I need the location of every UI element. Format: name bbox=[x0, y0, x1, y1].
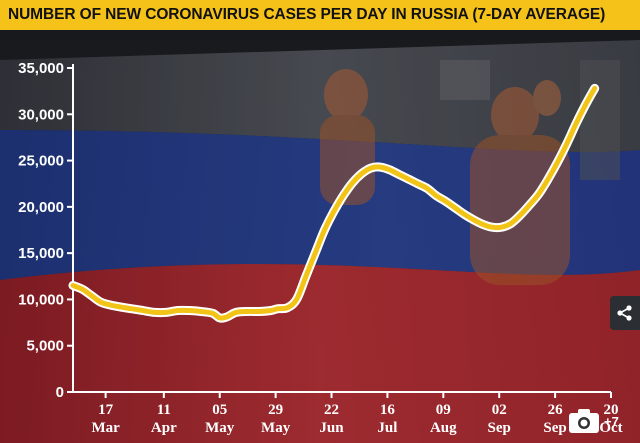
series-layer bbox=[68, 83, 600, 323]
data-point bbox=[81, 288, 83, 290]
y-tick-label: 0 bbox=[56, 384, 64, 401]
data-point bbox=[482, 223, 484, 225]
x-tick-month-label: Sep bbox=[488, 420, 511, 436]
y-tick-label: 20,000 bbox=[18, 199, 64, 216]
data-point bbox=[510, 222, 512, 225]
data-point bbox=[305, 275, 307, 277]
data-point bbox=[109, 304, 111, 306]
x-tick-day-label: 05 bbox=[212, 402, 227, 418]
data-point bbox=[519, 214, 521, 216]
x-tick-month-label: Apr bbox=[151, 420, 177, 436]
data-point bbox=[177, 309, 179, 312]
x-tick-month-label: Sep bbox=[543, 420, 566, 436]
data-point bbox=[91, 295, 93, 297]
data-point bbox=[566, 143, 568, 145]
data-point bbox=[153, 311, 156, 313]
data-point bbox=[445, 200, 447, 202]
data-point bbox=[165, 311, 167, 313]
data-point bbox=[219, 317, 221, 319]
data-point bbox=[500, 226, 503, 228]
data-point bbox=[188, 309, 191, 312]
data-point bbox=[247, 310, 249, 313]
x-axis: 17 Mar 11 Apr 05 May 29 May 22 Jun 16 Jul 09 Aug 02 Sep… bbox=[73, 391, 623, 436]
y-tick-label: 25,000 bbox=[18, 153, 64, 170]
data-point bbox=[351, 182, 354, 184]
chart-title: NUMBER OF NEW CORONAVIRUS CASES PER DAY … bbox=[0, 0, 640, 30]
x-tick-month-label: May bbox=[261, 420, 291, 436]
data-point bbox=[407, 178, 409, 180]
x-tick-day-label: 16 bbox=[380, 402, 396, 418]
x-tick-month-label: May bbox=[205, 420, 235, 436]
data-point bbox=[379, 166, 381, 168]
x-tick-month-label: Aug bbox=[430, 420, 457, 436]
data-point bbox=[426, 187, 428, 189]
share-button[interactable] bbox=[610, 296, 640, 330]
data-point bbox=[258, 310, 260, 313]
data-point bbox=[333, 210, 335, 213]
data-point bbox=[200, 310, 202, 313]
data-point bbox=[389, 169, 391, 171]
y-tick-label: 15,000 bbox=[18, 245, 64, 262]
x-tick-month-label: Jul bbox=[377, 420, 397, 436]
y-tick-label: 5,000 bbox=[26, 338, 64, 355]
data-point bbox=[435, 195, 437, 197]
data-point bbox=[370, 167, 372, 169]
data-point bbox=[142, 309, 144, 312]
photo-count: +7 bbox=[604, 413, 619, 429]
x-tick-day-label: 17 bbox=[98, 402, 114, 418]
data-point bbox=[575, 122, 577, 125]
data-point bbox=[296, 298, 298, 300]
data-point bbox=[235, 311, 237, 313]
data-point bbox=[119, 306, 121, 308]
camera-icon bbox=[569, 409, 599, 433]
data-point bbox=[314, 252, 316, 254]
data-point bbox=[528, 204, 531, 206]
data-point bbox=[323, 229, 326, 231]
x-tick-day-label: 09 bbox=[436, 402, 451, 418]
x-tick-month-label: Mar bbox=[91, 420, 120, 436]
data-point bbox=[100, 301, 102, 303]
x-tick-month-label: Jun bbox=[319, 420, 344, 436]
data-point bbox=[538, 193, 540, 195]
data-point bbox=[463, 213, 465, 215]
data-point bbox=[454, 207, 456, 209]
data-point bbox=[556, 161, 559, 163]
y-axis: 35,000 30,000 25,000 20,000 15,000 10,000 5,00… bbox=[18, 60, 74, 401]
data-point bbox=[130, 308, 132, 310]
data-point bbox=[473, 219, 475, 221]
x-tick-month-label: Oct bbox=[599, 420, 622, 436]
data-point bbox=[398, 173, 400, 176]
data-point bbox=[547, 178, 549, 180]
x-tick-day-label: 02 bbox=[492, 402, 507, 418]
data-point bbox=[226, 316, 228, 318]
data-point bbox=[361, 172, 363, 175]
data-point bbox=[270, 309, 272, 312]
data-point bbox=[342, 195, 344, 197]
y-tick-label: 35,000 bbox=[18, 60, 64, 77]
series-line-outline bbox=[68, 83, 600, 323]
data-point bbox=[72, 284, 74, 287]
y-tick-label: 30,000 bbox=[18, 106, 64, 123]
data-point bbox=[594, 87, 596, 89]
y-tick-label: 10,000 bbox=[18, 291, 64, 308]
x-tick-day-label: 29 bbox=[268, 402, 283, 418]
x-tick-day-label: 26 bbox=[548, 402, 564, 418]
data-point bbox=[584, 104, 587, 106]
x-tick-day-label: 22 bbox=[324, 402, 339, 418]
x-tick-day-label: 11 bbox=[157, 402, 171, 418]
data-point bbox=[212, 312, 214, 314]
data-point bbox=[417, 183, 419, 185]
x-tick-day-label: 20 bbox=[604, 402, 619, 418]
data-point bbox=[277, 308, 279, 310]
data-point bbox=[491, 226, 493, 228]
photo-gallery-button[interactable]: +7 bbox=[568, 404, 640, 438]
share-icon bbox=[617, 305, 632, 321]
line-chart: 35,000 30,000 25,000 20,000 15,000 10,000 5,00… bbox=[18, 60, 623, 436]
data-point bbox=[286, 307, 288, 309]
